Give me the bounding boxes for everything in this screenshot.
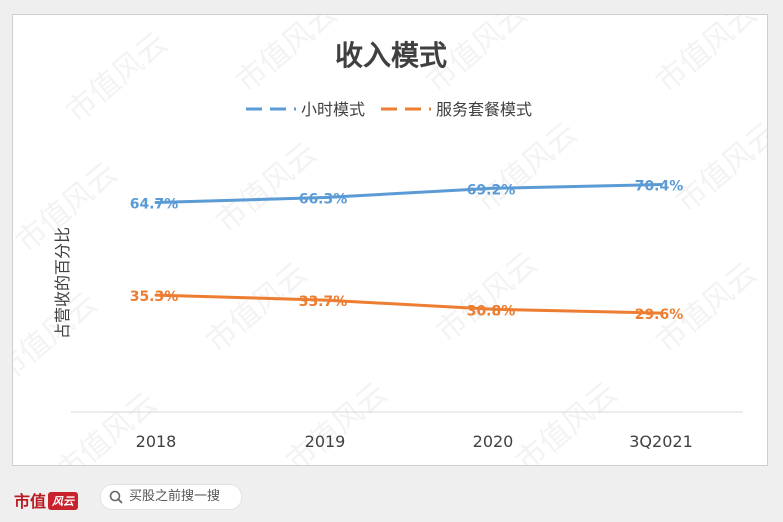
x-tick-label: 3Q2021	[629, 432, 693, 451]
x-tick-label: 2019	[305, 432, 346, 451]
legend-item-1: 服务套餐模式	[381, 100, 532, 119]
search-text: 买股之前搜一搜	[129, 489, 221, 504]
watermark-text: 市值风云	[200, 256, 314, 360]
data-label: 33.7%	[299, 294, 348, 310]
chart-title: 收入模式	[335, 39, 447, 72]
legend-label-0: 小时模式	[301, 100, 365, 119]
brand-logo: 市值 风云	[14, 488, 79, 512]
watermark-text: 市值风云	[210, 136, 324, 240]
brand-text: 市值	[14, 492, 47, 511]
data-point	[659, 183, 663, 186]
x-tick-label: 2018	[136, 432, 177, 451]
data-point	[154, 201, 158, 204]
chart-card: 市值风云 市值风云 市值风云 市值风云 市值风云 市值风云 市值风云 市值风云 市值风云 市值风云…	[0, 0, 783, 490]
footer-bar: 市值 风云 买股之前搜一搜	[0, 470, 783, 522]
watermark-text: 市值风云	[430, 246, 544, 350]
search-box[interactable]: 买股之前搜一搜	[100, 484, 242, 510]
data-label: 30.8%	[467, 303, 516, 319]
brand-mark: 风云	[48, 492, 79, 510]
data-label: 64.7%	[130, 197, 179, 213]
watermark-text: 市值风云	[50, 386, 164, 465]
data-label: 69.2%	[467, 182, 516, 198]
x-tick-label: 2020	[473, 432, 514, 451]
series-line-0	[155, 183, 662, 204]
data-point	[323, 196, 327, 199]
data-point	[491, 186, 495, 190]
watermark-text: 市值风云	[470, 116, 584, 220]
data-label: 66.3%	[299, 192, 348, 208]
series-line-1	[155, 293, 662, 315]
legend-label-1: 服务套餐模式	[436, 100, 532, 119]
watermark-text: 市值风云	[280, 376, 394, 465]
search-icon	[109, 485, 123, 518]
watermark-text: 市值风云	[670, 116, 767, 220]
y-axis-label: 占营收的百分比	[53, 227, 72, 339]
data-point	[154, 293, 158, 297]
data-label: 29.6%	[635, 307, 684, 323]
watermark-text: 市值风云	[60, 26, 174, 130]
watermark-text: 市值风云	[230, 15, 344, 100]
plot-area: 2018 2019 2020 3Q2021 64.7% 66.3% 69.2% 70.4% 35…	[130, 179, 693, 452]
legend-item-0: 小时模式	[246, 100, 365, 119]
watermark-text: 市值风云	[510, 376, 624, 465]
data-point	[491, 307, 495, 311]
data-point	[659, 311, 663, 315]
legend: 小时模式 服务套餐模式	[246, 100, 532, 119]
data-label: 35.3%	[130, 289, 179, 305]
watermark-text: 市值风云	[650, 15, 764, 100]
data-label: 70.4%	[635, 179, 684, 195]
data-point	[323, 298, 327, 302]
